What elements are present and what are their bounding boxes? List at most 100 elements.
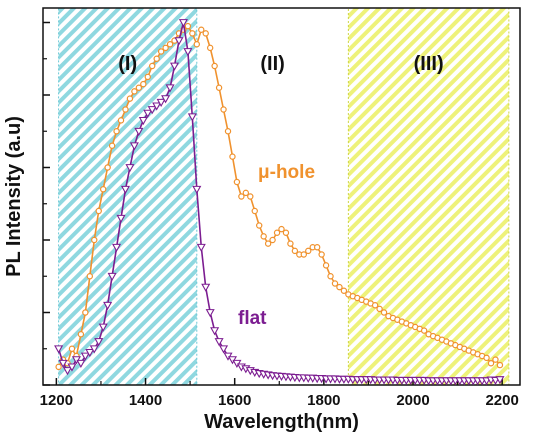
flat-data-point <box>219 345 229 354</box>
mu-hole-data-point <box>131 88 138 95</box>
mu-hole-data-point <box>82 309 89 316</box>
flat-data-point <box>58 359 68 368</box>
mu-hole-data-point <box>117 117 125 124</box>
mu-hole-data-point <box>322 262 330 269</box>
mu-hole-data-point <box>305 247 312 255</box>
mu-hole-data-point <box>220 106 227 113</box>
region-3-label: (III) <box>414 53 444 75</box>
mu-hole-data-point <box>487 360 495 367</box>
flat-data-point <box>107 272 117 281</box>
flat-data-point <box>161 95 171 104</box>
mu-hole-data-point <box>153 55 160 62</box>
flat-data-point <box>169 62 180 71</box>
flat-data-point <box>94 338 104 347</box>
flat-data-point <box>147 106 157 115</box>
x-axis-title: Wavelength(nm) <box>204 411 359 433</box>
mu-hole-data-point <box>189 30 196 37</box>
mu-hole-data-point <box>492 356 499 363</box>
mu-hole-data-point <box>224 128 232 135</box>
mu-hole-data-point <box>278 225 285 233</box>
y-axis-title: PL Intensity (a.u) <box>3 116 25 277</box>
flat-data-point <box>54 345 64 354</box>
mu-hole-series-label: μ-hole <box>258 162 315 183</box>
flat-data-point <box>210 327 220 336</box>
flat-data-point <box>178 19 188 28</box>
mu-hole-data-point <box>86 273 94 280</box>
mu-hole-data-point <box>202 30 209 37</box>
flat-data-point <box>67 363 77 372</box>
mu-hole-data-point <box>340 287 348 294</box>
flat-data-point <box>134 127 144 136</box>
mu-hole-data-point <box>336 283 343 291</box>
mu-hole-data-point <box>331 280 339 287</box>
mu-hole-data-point <box>162 44 169 52</box>
mu-hole-data-point <box>291 247 299 255</box>
mu-hole-data-point <box>99 186 107 193</box>
mu-hole-data-point <box>238 193 245 200</box>
mu-hole-data-point <box>215 84 223 91</box>
mu-hole-data-point <box>251 207 258 215</box>
region-1-label: (I) <box>118 53 137 75</box>
flat-data-point <box>120 185 131 194</box>
flat-data-point <box>152 102 162 111</box>
flat-data-point <box>187 113 197 122</box>
mu-hole-data-point <box>108 142 116 149</box>
flat-data-point <box>174 37 184 46</box>
flat-data-point <box>143 109 153 118</box>
mu-hole-data-point <box>135 84 143 91</box>
flat-data-point <box>138 116 148 126</box>
flat-series-label: flat <box>238 308 267 329</box>
flat-data-point <box>62 367 73 376</box>
mu-hole-data-point <box>376 305 383 313</box>
mu-hole-data-point <box>256 222 263 229</box>
x-tick-label: 1800 <box>307 392 340 409</box>
mu-hole-data-point <box>140 80 147 88</box>
mu-hole-data-point <box>144 73 151 81</box>
flat-data-point <box>201 283 211 292</box>
mu-hole-data-point <box>184 22 192 30</box>
mu-hole-data-point <box>126 95 134 102</box>
flat-data-point <box>192 185 202 194</box>
mu-hole-data-point <box>198 26 205 33</box>
mu-hole-data-point <box>318 251 325 258</box>
flat-data-point <box>76 359 86 368</box>
mu-hole-data-point <box>157 48 165 55</box>
mu-hole-data-point <box>327 273 334 280</box>
mu-hole-data-point <box>260 233 267 240</box>
x-tick-label: 2000 <box>396 392 429 409</box>
flat-data-point <box>183 48 193 57</box>
flat-data-point <box>112 243 122 252</box>
mu-hole-data-point <box>77 331 85 338</box>
plot-frame <box>42 7 521 386</box>
mu-hole-data-point <box>229 153 236 160</box>
mu-hole-data-point <box>104 164 111 171</box>
flat-data-point <box>98 323 108 332</box>
mu-hole-data-point <box>313 244 321 251</box>
flat-data-point <box>156 98 166 107</box>
mu-hole-data-point <box>206 44 214 52</box>
flat-data-point <box>103 301 113 310</box>
flat-data-point <box>165 84 175 93</box>
mu-hole-data-point <box>166 41 174 48</box>
mu-hole-data-point <box>483 354 490 362</box>
mu-hole-data-point <box>269 236 276 244</box>
mu-hole-data-point <box>233 178 241 186</box>
region-2-label: (II) <box>260 53 284 75</box>
mu-hole-data-point <box>242 189 250 197</box>
mu-hole-data-point <box>371 302 379 309</box>
flat-data-point <box>89 345 99 354</box>
flat-data-point <box>125 164 135 173</box>
mu-hole-data-point <box>380 309 388 316</box>
mu-hole-data-point <box>287 240 294 247</box>
x-tick-label: 1200 <box>40 392 73 409</box>
mu-hole-data-point <box>247 193 254 200</box>
labels-layer: (I) (II) (III) μ-hole flat <box>118 53 443 329</box>
flat-data-point <box>196 243 206 252</box>
series-layer <box>54 19 505 386</box>
x-tick-label: 1400 <box>129 392 162 409</box>
flat-data-point <box>116 214 126 223</box>
mu-hole-data-point <box>122 106 129 113</box>
mu-hole-data-point <box>273 229 281 236</box>
mu-hole-data-point <box>149 62 156 70</box>
